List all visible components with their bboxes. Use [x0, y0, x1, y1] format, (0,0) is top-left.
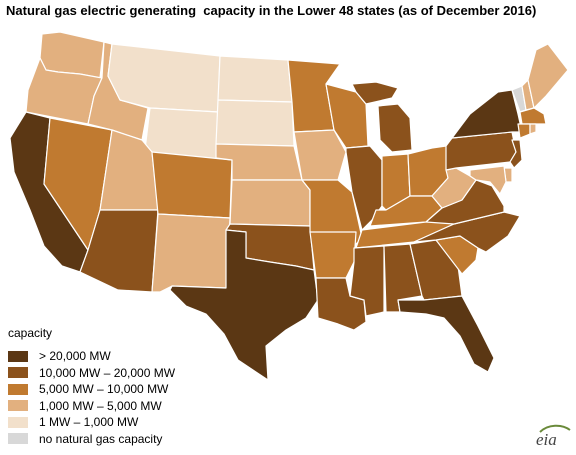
legend-label: 1,000 MW – 5,000 MW [39, 398, 162, 413]
state-ia[interactable] [293, 129, 347, 181]
state-nd[interactable] [217, 55, 293, 103]
legend-item: 5,000 MW – 10,000 MW [8, 381, 175, 398]
state-nj[interactable] [509, 139, 523, 169]
state-ri[interactable] [529, 123, 537, 135]
map-title: Natural gas electric generating capacity… [6, 3, 537, 18]
legend-swatch [8, 350, 28, 362]
legend-label: 5,000 MW – 10,000 MW [39, 382, 169, 397]
legend-title: capacity [8, 326, 53, 340]
legend-label: 10,000 MW – 20,000 MW [39, 365, 176, 380]
legend-label: 1 MW – 1,000 MW [39, 415, 139, 430]
state-mi[interactable] [351, 81, 413, 153]
legend-swatch [8, 383, 28, 395]
state-la[interactable] [315, 277, 367, 331]
state-ar[interactable] [309, 231, 357, 279]
state-ct[interactable] [517, 123, 531, 139]
legend-item: 1 MW – 1,000 MW [8, 414, 175, 431]
state-md[interactable] [469, 165, 507, 195]
eia-swoosh-icon [539, 424, 571, 433]
state-mt[interactable] [107, 43, 221, 113]
state-me[interactable] [527, 43, 569, 109]
legend-swatch [8, 367, 28, 379]
legend-swatch [8, 400, 28, 412]
legend-label: > 20,000 MW [39, 349, 111, 364]
state-ny[interactable] [451, 89, 523, 139]
legend-item: 1,000 MW – 5,000 MW [8, 398, 175, 415]
eia-logo-text: eia [536, 430, 557, 449]
legend-label: no natural gas capacity [39, 431, 163, 446]
state-wv[interactable] [431, 167, 477, 209]
legend-item: 10,000 MW – 20,000 MW [8, 365, 175, 382]
legend-swatch [8, 433, 28, 445]
legend-swatch [8, 416, 28, 428]
state-co[interactable] [151, 151, 233, 219]
legend-item: > 20,000 MW [8, 348, 175, 365]
state-fl[interactable] [397, 295, 495, 373]
state-ks[interactable] [229, 179, 311, 227]
state-tx[interactable] [169, 229, 319, 381]
state-ma[interactable] [519, 107, 547, 125]
state-sd[interactable] [215, 99, 295, 147]
eia-logo: eia [536, 424, 572, 450]
map-legend: capacity > 20,000 MW 10,000 MW – 20,000 … [8, 326, 175, 447]
state-nm[interactable] [151, 213, 231, 293]
legend-item: no natural gas capacity [8, 431, 175, 448]
